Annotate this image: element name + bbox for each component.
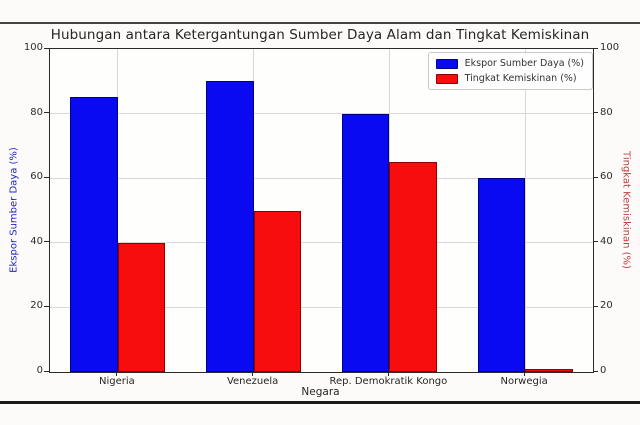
bar-ekspor-rep-demokratik-kongo [341,113,390,372]
bar-ekspor-nigeria [70,97,118,372]
chart-title: Hubungan antara Ketergantungan Sumber Da… [50,27,590,43]
legend-entry-ekspor: Ekspor Sumber Daya (%) [435,58,584,69]
y-tick-left-100: 100 [23,42,43,53]
bar-ekspor-venezuela [206,81,254,372]
grid-line-h-60 [50,177,593,179]
x-axis-label: Negara [301,386,340,398]
legend-label-kemiskinan: Tingkat Kemiskinan (%) [464,73,577,84]
legend: Ekspor Sumber Daya (%) Tingkat Kemiskina… [427,52,593,90]
top-border-line [0,22,640,24]
bar-ekspor-norwegia [477,178,526,372]
legend-label-ekspor: Ekspor Sumber Daya (%) [464,58,584,69]
bar-kemiskinan-nigeria [117,242,166,372]
y-tick-left-0: 0 [36,365,43,376]
bar-kemiskinan-venezuela [253,210,302,372]
y-tick-left-40: 40 [30,235,43,247]
legend-swatch-kemiskinan [435,73,458,84]
grid-line-h-40 [50,242,593,244]
grid-line-h-20 [50,306,593,308]
bottom-border-line [0,401,640,404]
plot-area: Ekspor Sumber Daya (%) Tingkat Kemiskina… [49,48,594,373]
grid-line-v-norwegia [524,49,526,372]
y-tick-left-60: 60 [30,171,43,183]
y-tick-left-80: 80 [30,106,43,118]
grid-line-v-nigeria [117,49,119,372]
left-y-axis-label: Ekspor Sumber Daya (%) [8,147,20,273]
bar-kemiskinan-norwegia [525,368,573,372]
legend-swatch-ekspor [435,58,458,69]
right-y-axis-label: Tingkat Kemiskinan (%) [620,151,632,269]
legend-entry-kemiskinan: Tingkat Kemiskinan (%) [435,73,584,84]
grid-line-h-80 [50,113,593,115]
y-tick-left-20: 20 [30,300,43,312]
bar-kemiskinan-rep-demokratik-kongo [389,162,437,372]
